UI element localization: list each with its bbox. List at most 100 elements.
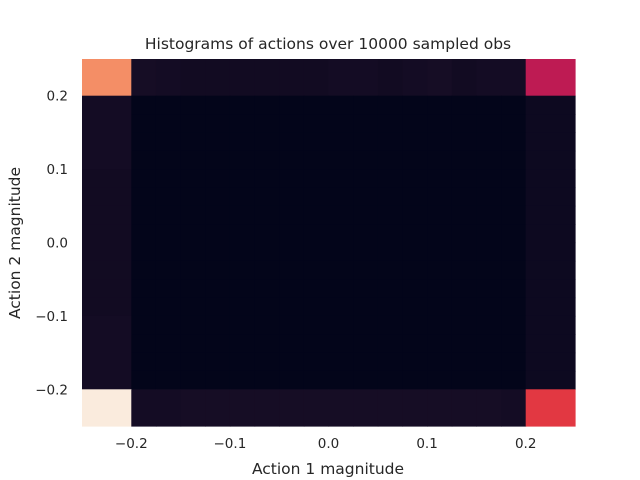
heatmap-cell	[82, 315, 132, 335]
heatmap-cell	[353, 224, 379, 244]
heatmap-cell	[525, 260, 576, 280]
heatmap-cell	[180, 352, 206, 372]
heatmap-cell	[205, 352, 231, 372]
heatmap-cell	[451, 114, 477, 133]
heatmap-cell	[205, 370, 231, 390]
heatmap-cell	[353, 59, 379, 97]
heatmap-cell	[279, 334, 305, 354]
heatmap-cell	[427, 370, 453, 390]
heatmap-cell	[427, 279, 453, 299]
heatmap-cell	[328, 114, 354, 133]
heatmap-cell	[377, 260, 404, 280]
heatmap-cell	[501, 279, 527, 299]
heatmap-cell	[82, 132, 132, 152]
heatmap-cell	[525, 150, 576, 170]
heatmap-cell	[180, 370, 206, 390]
heatmap-cell	[377, 242, 404, 262]
heatmap-cell	[131, 114, 157, 133]
heatmap-cell	[353, 169, 379, 189]
heatmap-cell	[451, 334, 477, 354]
heatmap-cell	[155, 187, 182, 207]
heatmap-cell	[353, 352, 379, 372]
heatmap-cell	[131, 315, 157, 335]
heatmap-cell	[180, 205, 206, 225]
x-tick-label: 0.2	[515, 436, 536, 452]
heatmap-cell	[328, 279, 354, 299]
heatmap-cell	[82, 334, 132, 354]
heatmap-cell	[229, 297, 256, 317]
heatmap-cell	[402, 187, 428, 207]
heatmap-cell	[525, 334, 576, 354]
heatmap-cell	[131, 205, 157, 225]
heatmap-cell	[180, 242, 206, 262]
heatmap-cell	[328, 297, 354, 317]
heatmap-cell	[427, 169, 453, 189]
heatmap-cell	[501, 205, 527, 225]
heatmap-cell	[303, 315, 330, 335]
heatmap-cell	[254, 242, 280, 262]
heatmap-cell	[229, 114, 256, 133]
x-axis-ticks: −0.2 −0.1 0.0 0.1 0.2	[115, 436, 537, 452]
heatmap-cell	[254, 315, 280, 335]
heatmap-cell	[155, 370, 182, 390]
heatmap-cell	[451, 370, 477, 390]
heatmap-cell	[328, 370, 354, 390]
heatmap-cell	[279, 114, 305, 133]
heatmap-cell	[279, 297, 305, 317]
heatmap-cell	[229, 352, 256, 372]
heatmap-cell	[328, 150, 354, 170]
heatmap-cell	[476, 370, 502, 390]
heatmap-cell	[353, 205, 379, 225]
heatmap-cell	[501, 242, 527, 262]
heatmap-cell	[402, 334, 428, 354]
heatmap-cell	[402, 279, 428, 299]
heatmap-cell	[180, 224, 206, 244]
heatmap-cell	[155, 352, 182, 372]
heatmap-cell	[353, 150, 379, 170]
heatmap-cell	[451, 187, 477, 207]
heatmap-cell	[525, 297, 576, 317]
heatmap-cell	[451, 205, 477, 225]
heatmap-cell	[279, 59, 305, 97]
heatmap-cell	[353, 389, 379, 427]
heatmap-cell	[279, 132, 305, 152]
heatmap-cell	[279, 150, 305, 170]
heatmap-cell	[427, 150, 453, 170]
heatmap-cell	[279, 169, 305, 189]
heatmap-cell	[476, 389, 502, 427]
heatmap-cell	[427, 132, 453, 152]
heatmap-cell	[525, 114, 576, 133]
heatmap-cell	[82, 114, 132, 133]
heatmap-cell	[82, 95, 132, 115]
heatmap-cell	[476, 242, 502, 262]
heatmap-cell	[303, 224, 330, 244]
heatmap-cell	[279, 224, 305, 244]
heatmap-cell	[377, 334, 404, 354]
heatmap-cell	[451, 59, 477, 97]
heatmap-cell	[131, 224, 157, 244]
heatmap-cell	[328, 315, 354, 335]
heatmap-cell	[205, 389, 231, 427]
heatmap-cell	[303, 370, 330, 390]
heatmap-cell	[229, 389, 256, 427]
heatmap-cell	[353, 260, 379, 280]
heatmap-cell	[328, 334, 354, 354]
heatmap-cell	[155, 205, 182, 225]
heatmap-cell	[476, 150, 502, 170]
chart-title: Histograms of actions over 10000 sampled…	[145, 35, 511, 53]
heatmap-cell	[353, 132, 379, 152]
y-tick-label: 0.2	[47, 89, 68, 105]
x-axis-label: Action 1 magnitude	[252, 460, 404, 478]
heatmap-cell	[402, 242, 428, 262]
heatmap-cell	[254, 224, 280, 244]
heatmap-cell	[451, 352, 477, 372]
heatmap-cell	[254, 297, 280, 317]
heatmap-cell	[476, 279, 502, 299]
heatmap-cell	[254, 352, 280, 372]
heatmap-cell	[476, 114, 502, 133]
heatmap-cell	[353, 114, 379, 133]
heatmap-cell	[82, 352, 132, 372]
heatmap-cell	[254, 95, 280, 115]
heatmap-cell	[377, 59, 404, 97]
heatmap-cell	[254, 114, 280, 133]
